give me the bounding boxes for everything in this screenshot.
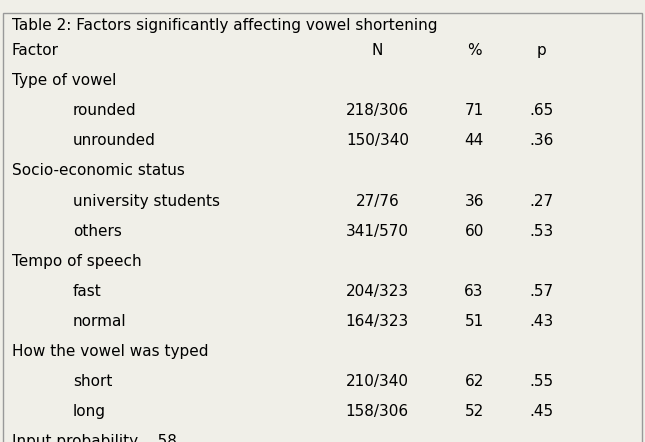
Text: 204/323: 204/323 — [346, 284, 409, 299]
Text: 210/340: 210/340 — [346, 374, 409, 389]
Text: 218/306: 218/306 — [346, 103, 409, 118]
Text: .57: .57 — [530, 284, 554, 299]
Text: Type of vowel: Type of vowel — [12, 73, 116, 88]
Text: 27/76: 27/76 — [355, 194, 399, 209]
Text: Table 2: Factors significantly affecting vowel shortening: Table 2: Factors significantly affecting… — [12, 18, 437, 33]
FancyBboxPatch shape — [3, 13, 642, 442]
Text: p: p — [537, 43, 547, 58]
Text: 51: 51 — [464, 314, 484, 329]
Text: How the vowel was typed: How the vowel was typed — [12, 344, 208, 359]
Text: rounded: rounded — [73, 103, 137, 118]
Text: 150/340: 150/340 — [346, 133, 409, 149]
Text: N: N — [372, 43, 383, 58]
Text: Factor: Factor — [12, 43, 59, 58]
Text: 63: 63 — [464, 284, 484, 299]
Text: unrounded: unrounded — [73, 133, 155, 149]
Text: short: short — [73, 374, 112, 389]
Text: 36: 36 — [464, 194, 484, 209]
Text: fast: fast — [73, 284, 102, 299]
Text: .65: .65 — [530, 103, 554, 118]
Text: 60: 60 — [464, 224, 484, 239]
Text: .36: .36 — [530, 133, 554, 149]
Text: .55: .55 — [530, 374, 554, 389]
Text: 158/306: 158/306 — [346, 404, 409, 419]
Text: Input probability   .58: Input probability .58 — [12, 434, 177, 442]
Text: 164/323: 164/323 — [346, 314, 409, 329]
Text: 71: 71 — [464, 103, 484, 118]
Text: 52: 52 — [464, 404, 484, 419]
Text: 341/570: 341/570 — [346, 224, 409, 239]
Text: Socio-economic status: Socio-economic status — [12, 164, 184, 179]
Text: normal: normal — [73, 314, 126, 329]
Text: .43: .43 — [530, 314, 554, 329]
Text: %: % — [467, 43, 481, 58]
Text: university students: university students — [73, 194, 220, 209]
Text: long: long — [73, 404, 106, 419]
Text: 44: 44 — [464, 133, 484, 149]
Text: .27: .27 — [530, 194, 554, 209]
Text: others: others — [73, 224, 122, 239]
Text: 62: 62 — [464, 374, 484, 389]
Text: Tempo of speech: Tempo of speech — [12, 254, 141, 269]
Text: .53: .53 — [530, 224, 554, 239]
Text: .45: .45 — [530, 404, 554, 419]
